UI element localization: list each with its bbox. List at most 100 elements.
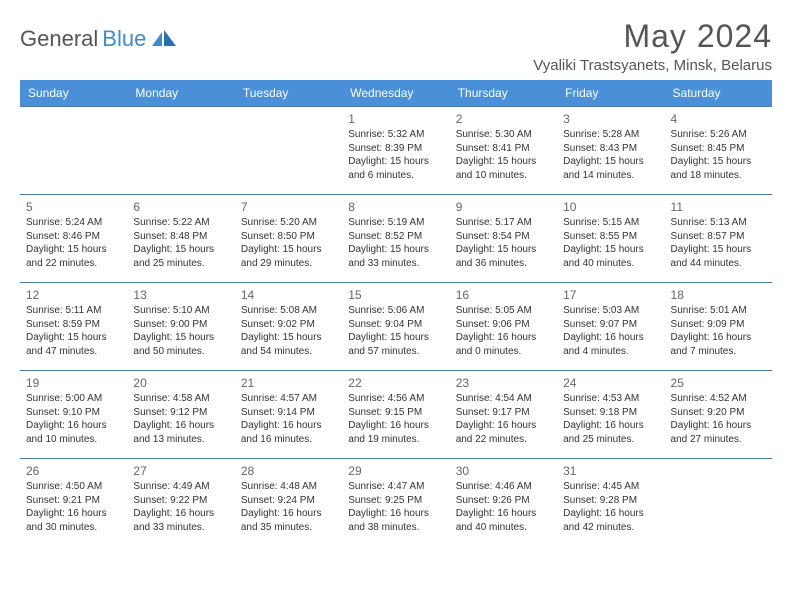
sunset-line: Sunset: 8:43 PM	[563, 142, 658, 156]
daylight-line-2: and 14 minutes.	[563, 169, 658, 183]
day-number: 13	[133, 287, 228, 303]
daylight-line-2: and 35 minutes.	[241, 521, 336, 535]
day-number: 5	[26, 199, 121, 215]
calendar-empty-cell	[235, 107, 342, 195]
day-number: 3	[563, 111, 658, 127]
daylight-line-1: Daylight: 15 hours	[26, 243, 121, 257]
daylight-line-1: Daylight: 16 hours	[241, 419, 336, 433]
calendar-day-cell: 5Sunrise: 5:24 AMSunset: 8:46 PMDaylight…	[20, 195, 127, 283]
sunset-line: Sunset: 9:02 PM	[241, 318, 336, 332]
sunrise-line: Sunrise: 4:54 AM	[456, 392, 551, 406]
calendar-day-cell: 1Sunrise: 5:32 AMSunset: 8:39 PMDaylight…	[342, 107, 449, 195]
location-text: Vyaliki Trastsyanets, Minsk, Belarus	[533, 57, 772, 74]
calendar-body: 1Sunrise: 5:32 AMSunset: 8:39 PM Daylight…	[20, 107, 772, 547]
day-number: 1	[348, 111, 443, 127]
sunrise-line: Sunrise: 4:52 AM	[671, 392, 766, 406]
daylight-line-2: and 6 minutes.	[348, 169, 443, 183]
daylight-line-1: Daylight: 16 hours	[26, 419, 121, 433]
daylight-line-2: and 33 minutes.	[133, 521, 228, 535]
sunset-line: Sunset: 9:15 PM	[348, 406, 443, 420]
daylight-line-2: and 0 minutes.	[456, 345, 551, 359]
sunrise-line: Sunrise: 5:22 AM	[133, 216, 228, 230]
daylight-line-2: and 33 minutes.	[348, 257, 443, 271]
daylight-line-1: Daylight: 15 hours	[133, 331, 228, 345]
daylight-line-1: Daylight: 15 hours	[241, 243, 336, 257]
daylight-line-1: Daylight: 15 hours	[348, 331, 443, 345]
calendar-day-cell: 6Sunrise: 5:22 AMSunset: 8:48 PMDaylight…	[127, 195, 234, 283]
day-number: 30	[456, 463, 551, 479]
sunset-line: Sunset: 9:26 PM	[456, 494, 551, 508]
day-number: 14	[241, 287, 336, 303]
calendar-day-cell: 14Sunrise: 5:08 AMSunset: 9:02 PMDayligh…	[235, 283, 342, 371]
calendar-week-row: 1Sunrise: 5:32 AMSunset: 8:39 PM Daylight…	[20, 107, 772, 195]
day-number: 31	[563, 463, 658, 479]
daylight-line-1: Daylight: 15 hours	[26, 331, 121, 345]
calendar-day-cell: 27Sunrise: 4:49 AMSunset: 9:22 PMDayligh…	[127, 459, 234, 547]
daylight-line-2: and 13 minutes.	[133, 433, 228, 447]
calendar-day-cell: 3Sunrise: 5:28 AMSunset: 8:43 PMDaylight…	[557, 107, 664, 195]
sunrise-line: Sunrise: 4:56 AM	[348, 392, 443, 406]
day-header: Monday	[127, 80, 234, 107]
daylight-line-1: Daylight: 15 hours	[563, 243, 658, 257]
sunset-line: Sunset: 8:54 PM	[456, 230, 551, 244]
calendar-day-cell: 12Sunrise: 5:11 AMSunset: 8:59 PMDayligh…	[20, 283, 127, 371]
daylight-line-2: and 29 minutes.	[241, 257, 336, 271]
day-header: Saturday	[665, 80, 772, 107]
sunrise-line: Sunrise: 4:53 AM	[563, 392, 658, 406]
sunrise-line: Sunrise: 4:47 AM	[348, 480, 443, 494]
day-number: 6	[133, 199, 228, 215]
calendar-day-cell: 13Sunrise: 5:10 AMSunset: 9:00 PMDayligh…	[127, 283, 234, 371]
sunrise-line: Sunrise: 5:17 AM	[456, 216, 551, 230]
sunrise-line: Sunrise: 5:32 AM	[348, 128, 443, 142]
sunrise-line: Sunrise: 5:08 AM	[241, 304, 336, 318]
daylight-line-1: Daylight: 16 hours	[348, 419, 443, 433]
day-number: 26	[26, 463, 121, 479]
sunset-line: Sunset: 8:48 PM	[133, 230, 228, 244]
calendar-day-cell: 15Sunrise: 5:06 AMSunset: 9:04 PMDayligh…	[342, 283, 449, 371]
calendar-empty-cell	[127, 107, 234, 195]
sunrise-line: Sunrise: 5:20 AM	[241, 216, 336, 230]
sunrise-line: Sunrise: 5:30 AM	[456, 128, 551, 142]
title-block: May 2024 Vyaliki Trastsyanets, Minsk, Be…	[533, 18, 772, 74]
daylight-line-1: Daylight: 15 hours	[671, 243, 766, 257]
daylight-line-1: Daylight: 15 hours	[456, 155, 551, 169]
sunset-line: Sunset: 9:28 PM	[563, 494, 658, 508]
daylight-line-2: and 25 minutes.	[133, 257, 228, 271]
calendar-day-cell: 30Sunrise: 4:46 AMSunset: 9:26 PMDayligh…	[450, 459, 557, 547]
calendar-day-cell: 21Sunrise: 4:57 AMSunset: 9:14 PMDayligh…	[235, 371, 342, 459]
daylight-line-2: and 22 minutes.	[456, 433, 551, 447]
daylight-line-2: and 10 minutes.	[26, 433, 121, 447]
sunset-line: Sunset: 9:10 PM	[26, 406, 121, 420]
calendar-empty-cell	[20, 107, 127, 195]
sunrise-line: Sunrise: 5:10 AM	[133, 304, 228, 318]
sunset-line: Sunset: 8:39 PM	[348, 142, 443, 156]
daylight-line-2: and 7 minutes.	[671, 345, 766, 359]
calendar-day-cell: 16Sunrise: 5:05 AMSunset: 9:06 PMDayligh…	[450, 283, 557, 371]
day-header: Sunday	[20, 80, 127, 107]
daylight-line-1: Daylight: 15 hours	[671, 155, 766, 169]
day-header: Tuesday	[235, 80, 342, 107]
daylight-line-2: and 44 minutes.	[671, 257, 766, 271]
sunset-line: Sunset: 9:07 PM	[563, 318, 658, 332]
daylight-line-1: Daylight: 15 hours	[241, 331, 336, 345]
calendar-day-cell: 18Sunrise: 5:01 AMSunset: 9:09 PMDayligh…	[665, 283, 772, 371]
calendar-day-cell: 8Sunrise: 5:19 AMSunset: 8:52 PMDaylight…	[342, 195, 449, 283]
calendar-day-cell: 2Sunrise: 5:30 AMSunset: 8:41 PMDaylight…	[450, 107, 557, 195]
daylight-line-2: and 30 minutes.	[26, 521, 121, 535]
sunset-line: Sunset: 9:22 PM	[133, 494, 228, 508]
sunrise-line: Sunrise: 5:00 AM	[26, 392, 121, 406]
calendar-day-cell: 29Sunrise: 4:47 AMSunset: 9:25 PMDayligh…	[342, 459, 449, 547]
sunrise-line: Sunrise: 5:15 AM	[563, 216, 658, 230]
daylight-line-1: Daylight: 16 hours	[133, 419, 228, 433]
sunset-line: Sunset: 9:17 PM	[456, 406, 551, 420]
sunset-line: Sunset: 8:46 PM	[26, 230, 121, 244]
sunset-line: Sunset: 9:25 PM	[348, 494, 443, 508]
daylight-line-2: and 57 minutes.	[348, 345, 443, 359]
calendar-day-cell: 17Sunrise: 5:03 AMSunset: 9:07 PMDayligh…	[557, 283, 664, 371]
day-number: 19	[26, 375, 121, 391]
month-title: May 2024	[533, 18, 772, 55]
daylight-line-1: Daylight: 16 hours	[348, 507, 443, 521]
daylight-line-2: and 19 minutes.	[348, 433, 443, 447]
sunset-line: Sunset: 9:21 PM	[26, 494, 121, 508]
daylight-line-1: Daylight: 16 hours	[563, 507, 658, 521]
